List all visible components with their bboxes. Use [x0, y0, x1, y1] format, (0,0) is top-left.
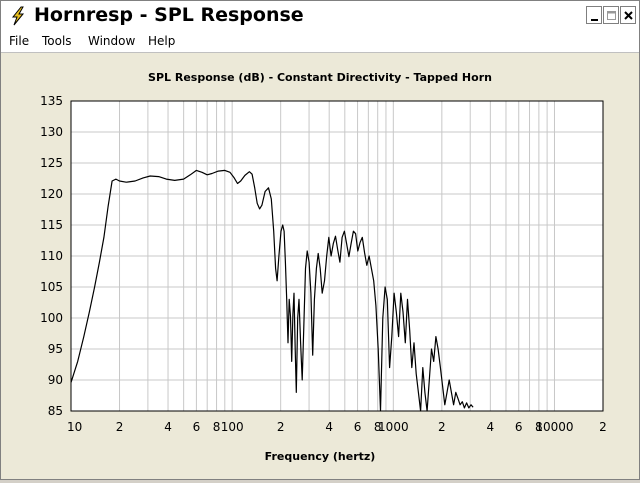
x-tick-label: 2: [277, 420, 285, 434]
x-tick-label: 100: [221, 420, 244, 434]
y-tick-label: 135: [40, 94, 63, 108]
y-tick-label: 105: [40, 280, 63, 294]
window-title: Hornresp - SPL Response: [34, 4, 304, 26]
x-tick-label: 1000: [378, 420, 409, 434]
x-axis-label: Frequency (hertz): [265, 450, 376, 463]
menu-help[interactable]: Help: [148, 34, 176, 48]
menu-window[interactable]: Window: [88, 34, 136, 48]
x-tick-label: 4: [164, 420, 172, 434]
y-tick-label: 110: [40, 249, 63, 263]
y-tick-label: 130: [40, 125, 63, 139]
chart-title: SPL Response (dB) - Constant Directivity…: [148, 71, 492, 84]
spl-curve: [70, 169, 474, 412]
title-bar[interactable]: Hornresp - SPL Response: [1, 1, 639, 32]
x-tick-label: 6: [193, 420, 201, 434]
maximize-icon: [607, 11, 616, 20]
x-tick-label: 8: [213, 420, 221, 434]
close-button[interactable]: [620, 6, 636, 24]
x-tick-label: 10: [67, 420, 82, 434]
maximize-button[interactable]: [603, 6, 619, 24]
x-tick-label: 2: [599, 420, 607, 434]
x-tick-label: 2: [116, 420, 124, 434]
chart-panel: SPL Response (dB) - Constant Directivity…: [1, 53, 639, 479]
y-tick-label: 95: [48, 342, 63, 356]
x-tick-label: 4: [325, 420, 333, 434]
menu-tools[interactable]: Tools: [42, 34, 72, 48]
y-tick-label: 90: [48, 373, 63, 387]
close-icon: [624, 11, 633, 20]
spl-chart: SPL Response (dB) - Constant Directivity…: [40, 71, 607, 463]
y-tick-label: 120: [40, 187, 63, 201]
x-tick-label: 2: [438, 420, 446, 434]
minimize-button[interactable]: [586, 6, 602, 24]
minimize-icon: [591, 19, 598, 21]
x-tick-label: 8: [535, 420, 543, 434]
x-tick-label: 4: [487, 420, 495, 434]
x-tick-label: 6: [515, 420, 523, 434]
y-tick-label: 125: [40, 156, 63, 170]
x-tick-label: 6: [354, 420, 362, 434]
menu-bar: File Tools Window Help: [1, 32, 639, 53]
menu-file[interactable]: File: [9, 34, 30, 48]
y-tick-label: 115: [40, 218, 63, 232]
x-tick-label: 10000: [535, 420, 573, 434]
x-tick-label: 8: [374, 420, 382, 434]
y-tick-label: 100: [40, 311, 63, 325]
plot-frame: [70, 100, 604, 412]
y-tick-label: 85: [48, 404, 63, 418]
lightning-bolt-icon: [11, 6, 25, 26]
